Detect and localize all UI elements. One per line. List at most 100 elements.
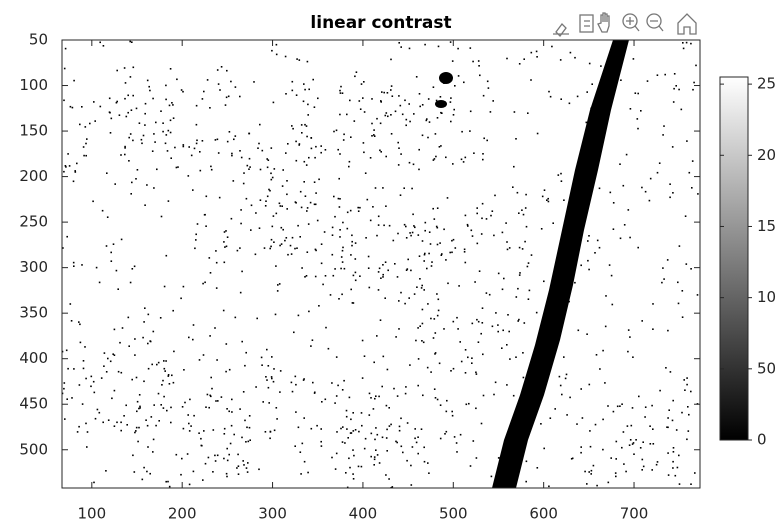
speckle bbox=[129, 76, 132, 78]
speckle bbox=[214, 454, 216, 457]
speckle bbox=[130, 193, 132, 195]
speckle bbox=[263, 247, 266, 249]
speckle bbox=[566, 414, 568, 416]
zoom-in-icon[interactable] bbox=[622, 13, 638, 29]
speckle bbox=[477, 60, 480, 62]
speckle bbox=[177, 166, 179, 168]
speckle bbox=[113, 389, 116, 392]
speckle bbox=[168, 104, 171, 107]
speckle bbox=[632, 356, 634, 358]
speckle bbox=[307, 114, 309, 116]
speckle bbox=[90, 385, 92, 388]
speckle bbox=[630, 424, 633, 427]
speckle bbox=[128, 136, 130, 139]
speckle bbox=[424, 43, 426, 46]
speckle bbox=[109, 360, 112, 363]
speckle bbox=[682, 42, 684, 44]
speckle bbox=[210, 395, 212, 398]
speckle bbox=[227, 95, 230, 98]
speckle bbox=[343, 133, 345, 136]
speckle bbox=[506, 57, 508, 60]
zoom-out-icon[interactable] bbox=[646, 13, 662, 29]
speckle bbox=[433, 218, 436, 220]
speckle bbox=[680, 108, 683, 111]
pan-icon[interactable] bbox=[597, 12, 610, 33]
speckle bbox=[398, 147, 400, 149]
speckle bbox=[669, 196, 671, 199]
dark-blob bbox=[435, 100, 447, 108]
speckle bbox=[588, 235, 590, 237]
speckle bbox=[378, 462, 381, 464]
speckle bbox=[116, 69, 118, 72]
speckle bbox=[239, 247, 241, 249]
speckle bbox=[82, 146, 85, 148]
colorbar-tick-label: 50 bbox=[757, 359, 776, 377]
speckle bbox=[372, 206, 374, 208]
speckle bbox=[320, 151, 322, 154]
speckle bbox=[427, 303, 429, 305]
speckle bbox=[410, 234, 412, 237]
speckle bbox=[225, 245, 228, 248]
datatip-icon[interactable] bbox=[579, 14, 594, 33]
speckle bbox=[352, 302, 355, 304]
speckle bbox=[346, 486, 349, 488]
speckle bbox=[281, 205, 283, 207]
speckle bbox=[413, 293, 416, 295]
speckle bbox=[688, 413, 690, 416]
speckle bbox=[385, 474, 387, 476]
speckle bbox=[165, 360, 167, 362]
speckle bbox=[141, 142, 143, 145]
speckle bbox=[245, 351, 247, 354]
speckle bbox=[302, 379, 305, 381]
speckle bbox=[210, 376, 212, 379]
speckle bbox=[168, 485, 171, 488]
speckle bbox=[551, 45, 553, 48]
speckle bbox=[112, 353, 114, 355]
speckle bbox=[469, 130, 471, 132]
speckle bbox=[314, 248, 317, 251]
speckle bbox=[217, 83, 220, 85]
speckle bbox=[443, 328, 445, 330]
speckle bbox=[192, 338, 194, 341]
speckle bbox=[352, 274, 355, 277]
speckle bbox=[408, 103, 410, 105]
speckle bbox=[430, 317, 432, 320]
speckle bbox=[239, 95, 241, 98]
speckle bbox=[428, 252, 430, 255]
speckle bbox=[222, 309, 225, 312]
x-tick-label: 300 bbox=[258, 505, 287, 523]
speckle bbox=[294, 445, 296, 447]
speckle bbox=[450, 120, 452, 123]
speckle bbox=[195, 104, 198, 107]
speckle bbox=[89, 122, 91, 125]
speckle bbox=[361, 424, 363, 427]
speckle bbox=[279, 205, 282, 207]
speckle bbox=[279, 370, 282, 372]
speckle bbox=[124, 145, 126, 148]
speckle bbox=[181, 406, 184, 408]
speckle bbox=[267, 159, 270, 161]
speckle bbox=[559, 59, 562, 61]
speckle bbox=[125, 115, 128, 118]
speckle bbox=[337, 197, 340, 200]
speckle bbox=[142, 336, 144, 339]
speckle bbox=[148, 85, 150, 88]
speckle bbox=[291, 125, 293, 127]
home-icon[interactable] bbox=[677, 13, 697, 35]
speckle bbox=[163, 367, 166, 370]
speckle bbox=[557, 174, 560, 176]
speckle bbox=[667, 474, 670, 476]
speckle bbox=[110, 251, 112, 254]
speckle bbox=[270, 178, 273, 181]
speckle bbox=[482, 353, 484, 356]
speckle bbox=[317, 97, 319, 100]
speckle bbox=[143, 466, 145, 469]
speckle bbox=[118, 114, 121, 116]
speckle bbox=[78, 425, 80, 428]
speckle bbox=[491, 210, 494, 212]
speckle bbox=[574, 281, 576, 284]
brush-icon[interactable] bbox=[553, 23, 569, 37]
speckle bbox=[166, 150, 169, 152]
speckle bbox=[103, 352, 106, 354]
speckle bbox=[635, 439, 637, 441]
